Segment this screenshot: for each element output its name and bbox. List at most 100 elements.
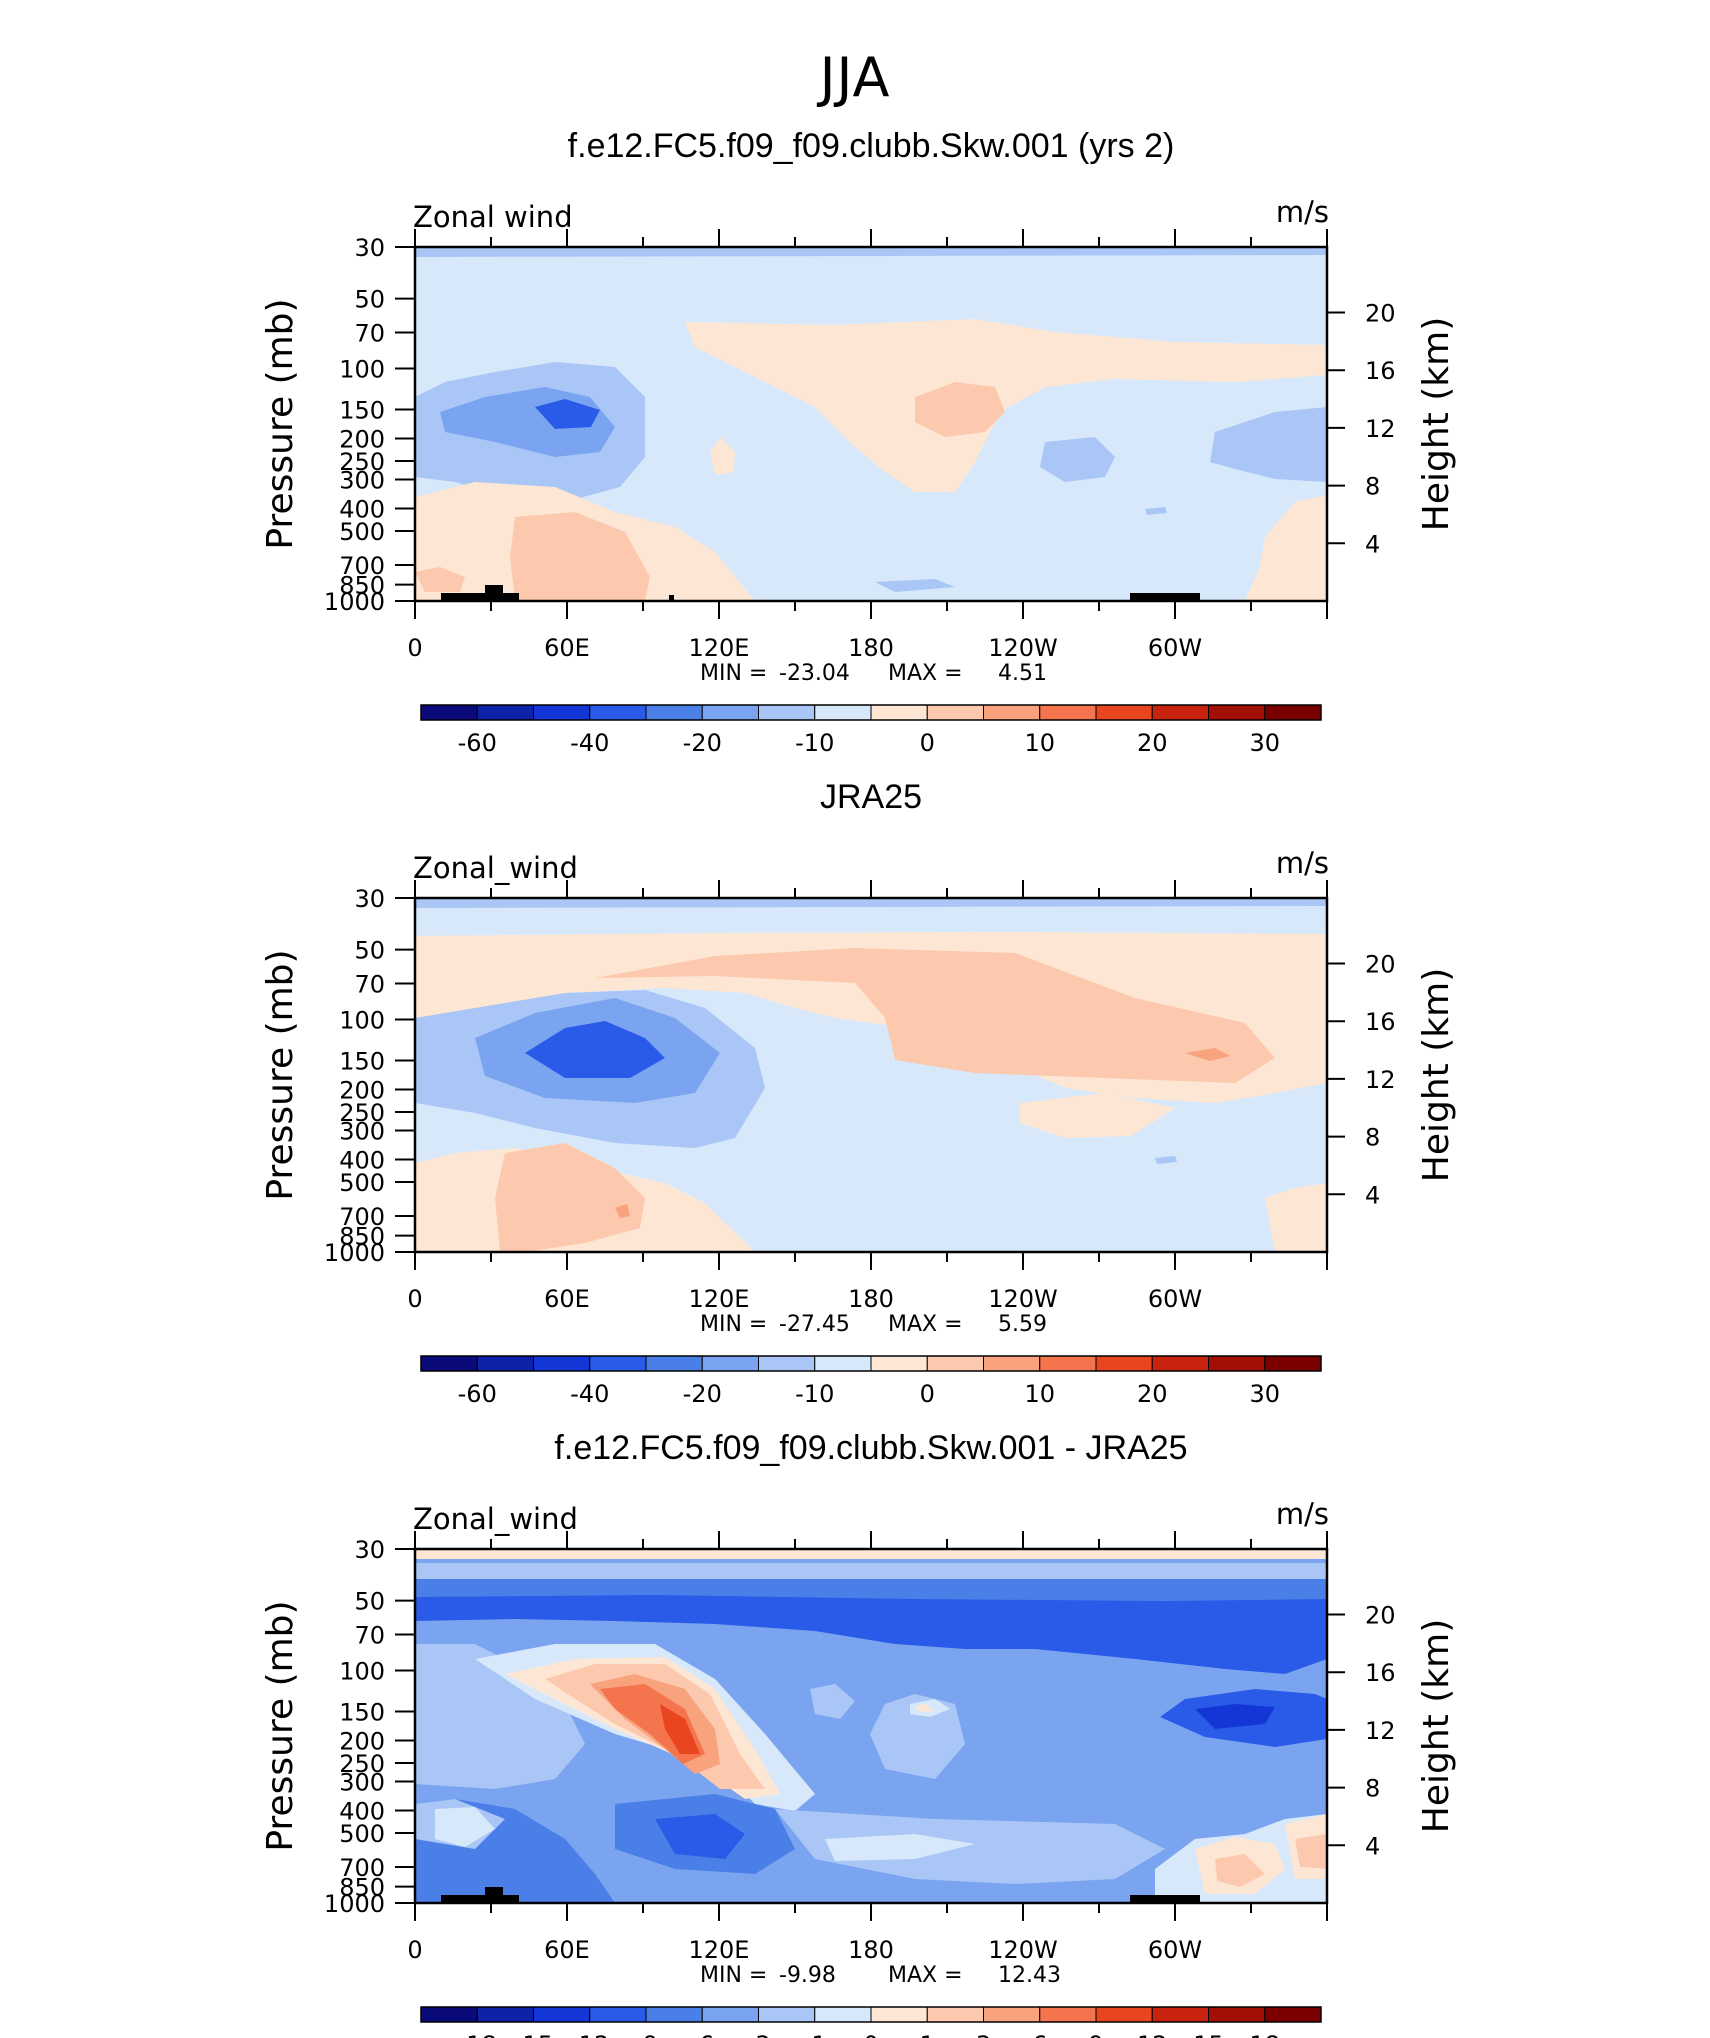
terrain-block [669, 595, 674, 601]
terrain-block [485, 1887, 503, 1903]
colorbar-box [1039, 704, 1097, 721]
contour-fill [875, 579, 955, 592]
y-tick-label-left: 500 [339, 1169, 385, 1197]
max-label: MAX = [888, 1312, 963, 1337]
y-tick-label-left: 300 [339, 466, 385, 494]
contour-fill [655, 1814, 745, 1859]
min-value: -23.04 [779, 661, 850, 686]
y-tick-label-left: 400 [339, 495, 385, 523]
topography [441, 1887, 1200, 1903]
chart-panel-1: f.e12.FC5.f09_f09.clubb.Skw.001 (yrs 2) Z… [260, 127, 1457, 757]
colorbar-tick-label: -6 [690, 2031, 714, 2038]
contour-fill [415, 1549, 1327, 1559]
terrain-block [1130, 593, 1200, 601]
min-label: MIN = [700, 1963, 767, 1988]
max-value: 5.59 [998, 1312, 1047, 1337]
contour-field [415, 1549, 1327, 1903]
y-axis-label-left: Pressure (mb) [260, 949, 301, 1200]
colorbar-tick-label: 10 [1024, 1380, 1055, 1408]
colorbar-box [983, 1355, 1041, 1372]
colorbar-box [589, 704, 647, 721]
contour-fill [1210, 407, 1327, 482]
terrain-block [441, 1895, 519, 1903]
y-tick-label-right: 16 [1365, 1659, 1396, 1687]
min-value: -9.98 [779, 1963, 836, 1988]
x-tick-label: 120E [689, 1936, 750, 1964]
y-tick-label-left: 30 [354, 1536, 385, 1564]
contour-fill [660, 1704, 700, 1754]
chart-panel-3: f.e12.FC5.f09_f09.clubb.Skw.001 - JRA25 Z… [260, 1429, 1457, 2038]
contour-fill [810, 1684, 855, 1719]
colorbar-frame [420, 1355, 1322, 1372]
y-tick-label-left: 30 [354, 885, 385, 913]
contour-field [415, 247, 1327, 601]
x-tick-label: 60E [544, 634, 590, 662]
contour-fill [710, 437, 735, 475]
y-tick-label-left: 1000 [324, 1890, 385, 1918]
colorbar-tick-label: -10 [795, 1380, 834, 1408]
x-tick-label: 60W [1148, 634, 1202, 662]
colorbar-box [814, 704, 872, 721]
contour-fill [595, 948, 1275, 1083]
colorbar-box [926, 2006, 984, 2023]
contour-fill [1020, 1093, 1175, 1138]
colorbar-tick-label: 30 [1249, 1380, 1280, 1408]
contour-fill [510, 512, 650, 601]
y-tick-label-left: 150 [339, 1698, 385, 1726]
colorbar-box [1151, 2006, 1209, 2023]
colorbar-box [420, 704, 478, 721]
contour-fill [915, 1704, 933, 1712]
y-tick-label-right: 12 [1365, 1717, 1396, 1745]
colorbar-box [533, 1355, 591, 1372]
colorbar-box [926, 704, 984, 721]
units-label: m/s [1276, 846, 1329, 880]
colorbar-tick-label: -60 [458, 1380, 497, 1408]
y-tick-label-left: 250 [339, 448, 385, 476]
y-tick-label-left: 50 [354, 937, 385, 965]
colorbar-tick-label: 20 [1137, 729, 1168, 757]
y-tick-label-right: 12 [1365, 415, 1396, 443]
colorbar-box [983, 704, 1041, 721]
contour-fill [1245, 495, 1327, 601]
colorbar-box [758, 704, 816, 721]
max-label: MAX = [888, 661, 963, 686]
x-tick-label: 120E [689, 634, 750, 662]
colorbar-box [645, 1355, 703, 1372]
y-axis-label-left: Pressure (mb) [260, 1600, 301, 1851]
colorbar-box [701, 704, 759, 721]
colorbar: -18 -15 -12 -9 -6 -3 -1 0 1 3 6 9 12 15 18 [420, 2006, 1322, 2038]
colorbar-tick-label: 6 [1032, 2031, 1047, 2038]
colorbar-tick-label: -15 [514, 2031, 553, 2038]
y-tick-label-left: 200 [339, 426, 385, 454]
colorbar-tick-label: -40 [570, 729, 609, 757]
colorbar-box [1264, 1355, 1322, 1372]
x-tick-label: 60E [544, 1936, 590, 1964]
x-tick-label: 0 [407, 634, 422, 662]
terrain-block [441, 593, 519, 601]
y-tick-label-left: 700 [339, 552, 385, 580]
max-value: 4.51 [998, 661, 1047, 686]
y-tick-label-left: 1000 [324, 588, 385, 616]
colorbar-tick-label: 10 [1024, 729, 1055, 757]
colorbar-frame [420, 704, 1322, 721]
colorbar-box [983, 2006, 1041, 2023]
colorbar-box [1264, 704, 1322, 721]
colorbar-tick-label: 3 [976, 2031, 991, 2038]
panel-title: f.e12.FC5.f09_f09.clubb.Skw.001 (yrs 2) [568, 127, 1175, 165]
colorbar-box [1039, 1355, 1097, 1372]
colorbar-box [645, 704, 703, 721]
y-tick-label-left: 300 [339, 1768, 385, 1796]
x-tick-label: 0 [407, 1936, 422, 1964]
contour-fill [1040, 437, 1115, 482]
contour-fill [525, 1021, 665, 1078]
y-tick-label-right: 8 [1365, 473, 1380, 501]
panel-title: f.e12.FC5.f09_f09.clubb.Skw.001 - JRA25 [554, 1429, 1187, 1467]
colorbar-box [1095, 1355, 1153, 1372]
x-tick-label: 120W [988, 634, 1058, 662]
y-tick-label-left: 50 [354, 1588, 385, 1616]
x-tick-label: 60W [1148, 1285, 1202, 1313]
contour-fill [1295, 1834, 1327, 1869]
y-tick-label-left: 200 [339, 1728, 385, 1756]
colorbar-box [1095, 704, 1153, 721]
x-tick-label: 60W [1148, 1936, 1202, 1964]
